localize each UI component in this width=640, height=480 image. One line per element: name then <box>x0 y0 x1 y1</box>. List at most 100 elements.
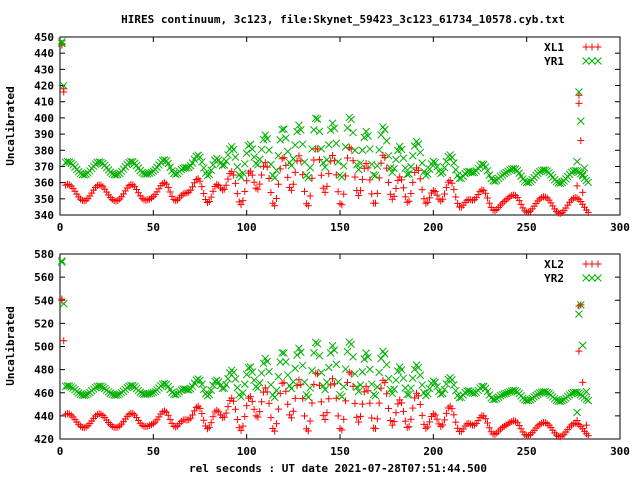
data-point <box>240 380 249 389</box>
data-point <box>576 117 585 125</box>
data-point <box>278 379 286 387</box>
data-point <box>224 403 232 411</box>
x-axis-label: rel seconds : UT date 2021-07-28T07:51:4… <box>189 462 487 475</box>
data-point <box>146 421 154 429</box>
data-point <box>405 423 413 431</box>
data-point <box>231 375 240 383</box>
data-point <box>366 399 374 407</box>
data-point <box>230 397 238 405</box>
data-point <box>577 137 585 145</box>
data-point <box>291 168 299 176</box>
data-point <box>171 170 180 179</box>
data-point <box>441 416 449 424</box>
data-point <box>485 424 493 432</box>
data-point <box>399 154 408 163</box>
data-point <box>289 407 297 415</box>
data-point <box>575 91 583 99</box>
data-point <box>222 409 230 417</box>
data-point <box>65 181 73 189</box>
data-point <box>241 187 249 195</box>
x-tick-label: 200 <box>423 445 443 458</box>
data-point <box>334 158 342 166</box>
data-point <box>60 337 68 345</box>
data-point <box>282 161 290 169</box>
data-point <box>246 363 255 371</box>
data-point <box>358 146 367 155</box>
bottom-panel-ticks: 0 50 100 150 200 250 300 420 440 460 480 500 520 540 5… <box>34 248 630 458</box>
legend-label: YR2 <box>544 272 564 285</box>
data-point <box>398 399 406 407</box>
data-point <box>166 163 174 172</box>
data-point <box>347 115 356 124</box>
data-point <box>205 423 213 431</box>
data-point <box>405 170 413 178</box>
data-point <box>347 370 355 378</box>
data-point <box>162 408 170 416</box>
legend-marker <box>582 43 590 51</box>
data-point <box>534 390 542 398</box>
data-point <box>250 405 258 413</box>
legend-marker <box>588 57 596 65</box>
data-point <box>416 400 424 408</box>
data-point <box>496 391 505 400</box>
data-point <box>306 192 314 200</box>
data-point <box>407 384 415 393</box>
data-point <box>108 422 116 430</box>
data-point <box>209 187 217 195</box>
top-panel-ticks: 0 50 100 150 200 250 300 340 350 360 370 380 390 400 4… <box>34 31 630 234</box>
data-point <box>424 423 432 431</box>
data-point <box>222 157 230 165</box>
data-point <box>431 378 440 387</box>
data-point <box>283 147 292 156</box>
data-point <box>506 193 514 201</box>
data-point <box>271 427 279 435</box>
data-point <box>440 385 449 394</box>
data-point <box>364 132 372 140</box>
data-point <box>442 409 450 417</box>
data-point <box>273 194 281 202</box>
data-point <box>82 423 90 431</box>
data-point <box>525 432 533 440</box>
data-point <box>222 181 230 189</box>
x-tick-label: 0 <box>57 221 64 234</box>
data-point <box>242 149 251 158</box>
data-point <box>362 127 370 136</box>
x-tick-label: 100 <box>237 445 257 458</box>
data-point <box>263 163 271 171</box>
legend-marker <box>594 274 602 282</box>
data-point <box>401 384 410 392</box>
y-tick-label: 340 <box>34 209 54 222</box>
x-tick-label: 300 <box>610 221 630 234</box>
data-point <box>239 197 247 205</box>
legend-marker <box>582 274 590 282</box>
data-point <box>437 197 445 205</box>
data-point <box>243 402 251 410</box>
data-point <box>422 424 430 432</box>
data-point <box>336 200 344 208</box>
y-tick-label: 370 <box>34 160 54 173</box>
data-point <box>414 166 422 174</box>
data-point <box>250 376 258 384</box>
data-point <box>454 199 462 207</box>
data-point <box>326 126 335 134</box>
data-point <box>317 398 325 406</box>
data-point <box>375 368 384 377</box>
data-point <box>114 390 122 399</box>
legend-marker <box>582 260 590 268</box>
data-point <box>254 413 262 421</box>
data-point <box>373 189 381 197</box>
data-point <box>451 386 460 395</box>
data-point <box>439 195 447 203</box>
data-point <box>259 162 267 170</box>
data-point <box>321 188 329 196</box>
data-point <box>60 88 68 96</box>
data-point <box>343 154 351 162</box>
data-point <box>418 411 426 419</box>
data-point <box>134 189 142 197</box>
legend-marker <box>582 57 590 65</box>
data-point <box>371 425 379 433</box>
data-point <box>334 188 342 196</box>
data-point <box>584 432 592 440</box>
